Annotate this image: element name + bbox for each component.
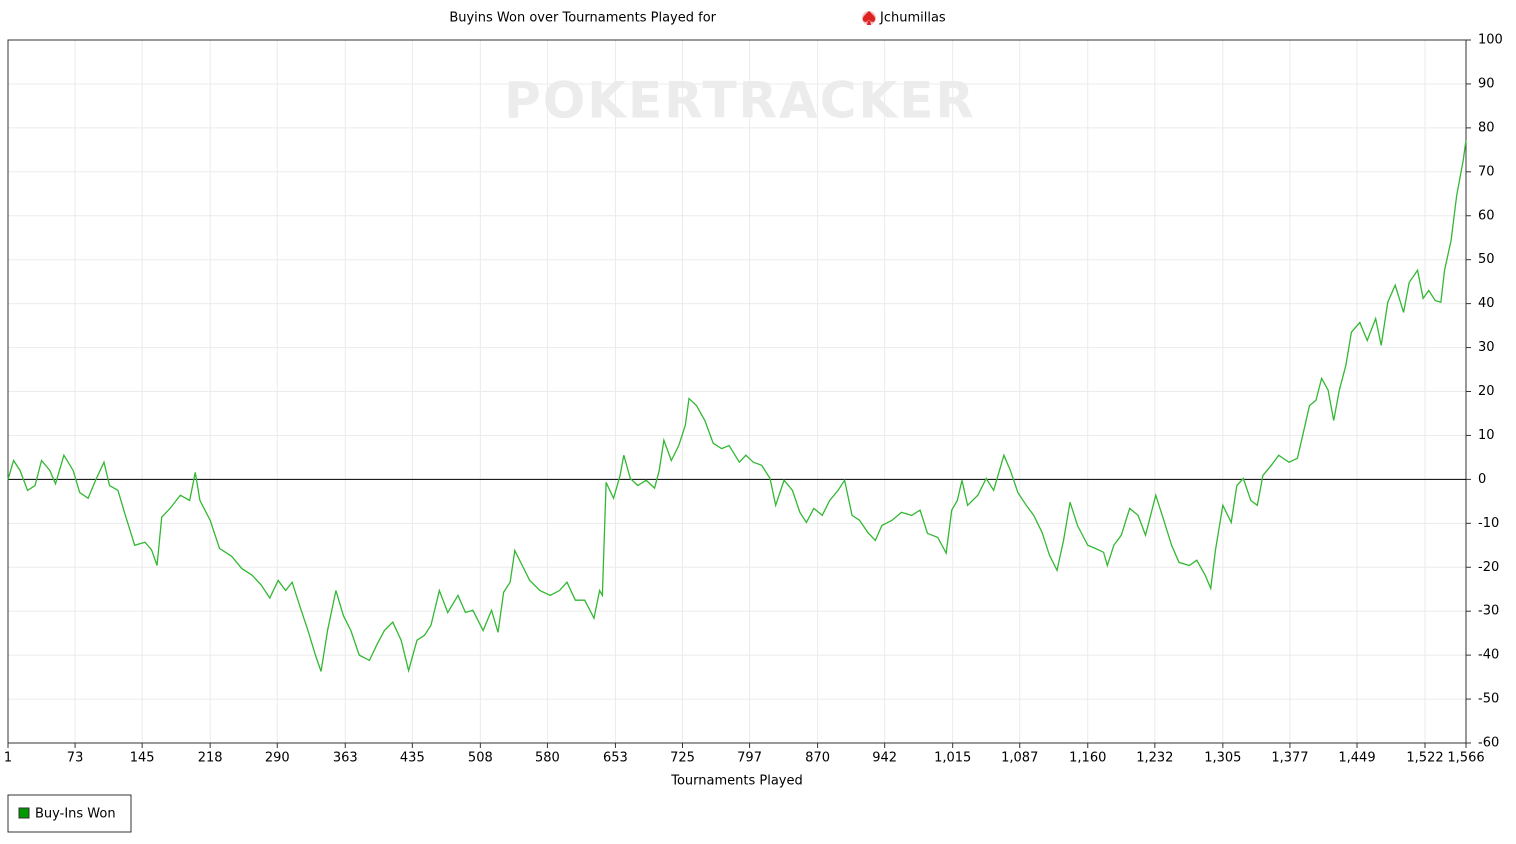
y-tick-label: 20 (1478, 384, 1495, 399)
y-tick-label: -20 (1478, 560, 1499, 575)
x-axis-label: Tournaments Played (670, 774, 803, 789)
x-tick-label: 942 (872, 751, 897, 766)
y-tick-label: 70 (1478, 164, 1495, 179)
y-tick-label: 40 (1478, 296, 1495, 311)
x-tick-label: 290 (265, 751, 290, 766)
y-tick-label: 30 (1478, 340, 1495, 355)
x-tick-label: 1,377 (1271, 751, 1308, 766)
x-tick-label: 1,305 (1204, 751, 1241, 766)
y-tick-label: 60 (1478, 208, 1495, 223)
x-tick-label: 1 (4, 751, 12, 766)
y-tick-label: -50 (1478, 692, 1499, 707)
x-tick-label: 653 (603, 751, 628, 766)
x-tick-label: 1,449 (1338, 751, 1375, 766)
y-tick-label: -10 (1478, 516, 1499, 531)
y-tick-label: -30 (1478, 604, 1499, 619)
y-tick-label: 0 (1478, 472, 1486, 487)
spade-icon (862, 11, 876, 25)
player-name: Jchumillas (879, 11, 946, 26)
x-tick-label: 580 (535, 751, 560, 766)
legend-label: Buy-Ins Won (35, 807, 116, 822)
y-tick-label: 80 (1478, 120, 1495, 135)
x-tick-label: 725 (670, 751, 695, 766)
y-tick-label: -40 (1478, 648, 1499, 663)
x-tick-label: 1,232 (1136, 751, 1173, 766)
y-tick-label: -60 (1478, 736, 1499, 751)
x-tick-label: 870 (805, 751, 830, 766)
y-tick-label: 90 (1478, 76, 1495, 91)
x-tick-label: 435 (400, 751, 425, 766)
y-tick-label: 10 (1478, 428, 1495, 443)
x-tick-label: 145 (130, 751, 155, 766)
x-tick-label: 508 (468, 751, 493, 766)
watermark: POKERTRACKER (504, 72, 976, 130)
legend: Buy-Ins Won (7, 794, 132, 833)
x-tick-label: 363 (333, 751, 358, 766)
x-tick-label: 73 (67, 751, 84, 766)
legend-swatch (18, 807, 30, 819)
chart-title: Buyins Won over Tournaments Played for (449, 11, 716, 26)
x-tick-label: 1,087 (1001, 751, 1038, 766)
x-tick-label: 1,160 (1069, 751, 1106, 766)
x-tick-label: 797 (737, 751, 762, 766)
y-tick-label: 100 (1478, 33, 1503, 48)
y-tick-label: 50 (1478, 252, 1495, 267)
x-tick-label: 1,015 (934, 751, 971, 766)
plot-frame (7, 39, 1467, 744)
x-tick-label: 1,522 (1406, 751, 1443, 766)
x-tick-label: 218 (198, 751, 223, 766)
x-tick-label: 1,566 (1447, 751, 1484, 766)
data-line (7, 140, 1467, 674)
